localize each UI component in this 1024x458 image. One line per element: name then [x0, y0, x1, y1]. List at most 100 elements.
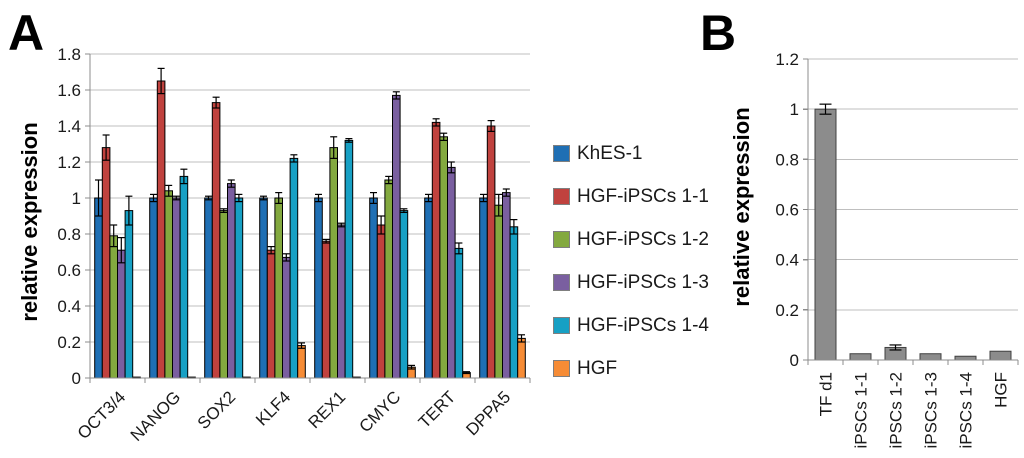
legend-item: HGF-iPSCs 1-1: [553, 185, 709, 208]
bar: [919, 353, 942, 361]
legend-label: HGF-iPSCs 1-4: [577, 314, 709, 336]
bar: [314, 197, 323, 379]
y-tick-label: 0.8: [775, 150, 799, 169]
legend-label: HGF-iPSCs 1-2: [577, 228, 709, 250]
legend-label: HGF-iPSCs 1-1: [577, 185, 709, 207]
bar: [219, 210, 228, 379]
bar: [424, 197, 433, 379]
legend-label: HGF: [577, 357, 618, 379]
category-label: REX1: [304, 387, 349, 432]
bar: [179, 175, 189, 379]
bar: [399, 210, 409, 379]
category-label: OCT3/4: [74, 387, 130, 443]
category-label: NANOG: [127, 387, 185, 445]
bar: [431, 121, 441, 379]
bar: [109, 235, 119, 379]
bar: [392, 94, 401, 379]
legend-swatch-icon: [553, 360, 570, 377]
category-label: iPSCs 1-4: [957, 372, 976, 449]
category-label: iPSCs 1-3: [922, 372, 941, 449]
bar: [164, 190, 173, 379]
category-label: DPPA5: [462, 387, 514, 439]
y-tick-label: 0.4: [57, 297, 81, 316]
bar: [369, 197, 378, 379]
y-tick-label: 0.6: [775, 201, 799, 220]
panel-b-chart: 0 0.2 0.4 0.6 0.8 1 1.2 TF d1 iPSCs 1-1 iPSCs 1-2…: [775, 50, 1019, 449]
bar: [479, 197, 488, 379]
category-label: SOX2: [194, 387, 240, 433]
bar: [517, 337, 526, 379]
bar: [989, 350, 1012, 361]
bar: [384, 179, 393, 379]
y-tick-label: 1.6: [57, 81, 81, 100]
bar: [344, 139, 354, 379]
bar: [849, 353, 872, 361]
category-label: KLF4: [252, 387, 294, 429]
panel-a-label: A: [8, 5, 45, 61]
category-label: TF d1: [817, 372, 836, 416]
bar: [274, 197, 283, 379]
bar: [439, 136, 448, 379]
y-tick-label: 0.2: [775, 301, 799, 320]
legend-item: HGF-iPSCs 1-2: [553, 228, 709, 251]
y-tick-label: 1.2: [57, 153, 81, 172]
bar: [486, 125, 496, 379]
bar: [454, 247, 464, 379]
panel-b-label: B: [700, 5, 737, 61]
bar: [447, 166, 456, 379]
bar: [509, 226, 519, 379]
y-tick-label: 0.4: [775, 251, 799, 270]
legend-item: HGF-iPSCs 1-4: [553, 314, 709, 337]
category-label: iPSCs 1-1: [852, 372, 871, 449]
bar: [94, 197, 103, 379]
bar: [124, 210, 134, 379]
bar: [149, 197, 158, 379]
bar: [234, 197, 244, 379]
legend-swatch-icon: [553, 188, 570, 205]
bar: [814, 108, 837, 361]
bar: [289, 157, 299, 379]
bar: [337, 224, 346, 379]
bar: [117, 249, 126, 379]
bar: [494, 204, 503, 379]
bar: [211, 102, 221, 379]
legend-item: KhES-1: [553, 142, 709, 165]
y-tick-label: 1.4: [57, 117, 81, 136]
legend-swatch-icon: [553, 317, 570, 334]
category-label: CMYC: [355, 387, 404, 436]
bar: [329, 147, 338, 379]
y-tick-label: 1: [790, 100, 799, 119]
y-tick-label: 1.2: [775, 50, 799, 69]
legend-swatch-icon: [553, 274, 570, 291]
y-tick-label: 1.8: [57, 45, 81, 64]
legend-label: HGF-iPSCs 1-3: [577, 271, 709, 293]
legend-item: HGF-iPSCs 1-3: [553, 271, 709, 294]
bar: [204, 197, 213, 379]
bar: [172, 197, 181, 379]
y-tick-label: 0.6: [57, 261, 81, 280]
legend-label: KhES-1: [577, 142, 643, 164]
legend-swatch-icon: [553, 231, 570, 248]
bar: [101, 147, 111, 379]
bar: [297, 345, 306, 379]
y-tick-label: 0: [790, 351, 799, 370]
y-tick-label: 0.2: [57, 333, 81, 352]
bar: [502, 192, 511, 379]
bar: [376, 224, 386, 379]
bar: [321, 240, 331, 379]
bar: [227, 183, 236, 379]
bar: [259, 197, 268, 379]
y-tick-label: 1: [72, 189, 81, 208]
bar: [156, 80, 166, 379]
panel-a-legend: KhES-1 HGF-iPSCs 1-1 HGF-iPSCs 1-2 HGF-iPSC…: [553, 142, 709, 400]
category-label: TERT: [415, 387, 460, 432]
legend-item: HGF: [553, 357, 709, 380]
legend-swatch-icon: [553, 145, 570, 162]
bar: [266, 249, 276, 379]
y-tick-label: 0.8: [57, 225, 81, 244]
bar: [282, 256, 291, 379]
category-label: HGF: [992, 372, 1011, 408]
category-label: iPSCs 1-2: [887, 372, 906, 449]
